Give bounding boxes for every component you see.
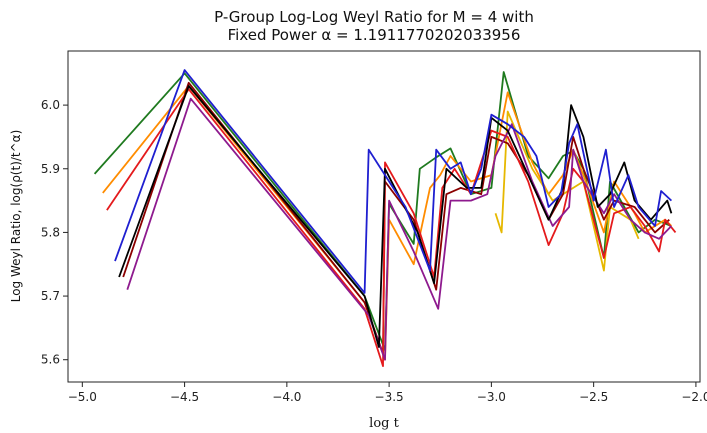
chart-title-line2: Fixed Power α = 1.1911770202033956 (228, 26, 521, 44)
y-tick-label: 5.8 (41, 225, 60, 239)
x-tick-label: −5.0 (68, 390, 97, 404)
series-line-6 (126, 97, 673, 361)
series-line-8 (114, 69, 673, 294)
series-line-2 (102, 85, 673, 361)
y-tick-label: 6.0 (41, 98, 60, 112)
series-line-5 (106, 88, 677, 368)
y-tick-label: 5.6 (41, 353, 60, 367)
x-tick-label: −3.0 (477, 390, 506, 404)
y-axis-ticks: 5.6 5.7 5.8 5.9 6.0 (41, 98, 68, 367)
x-tick-label: −2.5 (579, 390, 608, 404)
series-layer (93, 69, 677, 368)
y-tick-label: 5.9 (41, 162, 60, 176)
plot-frame (67, 50, 701, 383)
x-tick-label: −4.0 (272, 390, 301, 404)
x-axis-label: log t (369, 416, 399, 431)
series-line-4 (122, 81, 670, 355)
chart-title-line1: P-Group Log-Log Weyl Ratio for M = 4 wit… (214, 8, 534, 26)
series-line-7 (118, 85, 673, 348)
y-axis-label: Log Weyl Ratio, log(ρ(t)/t^α) (9, 130, 23, 303)
x-axis-ticks: −5.0 −4.5 −4.0 −3.5 −3.0 −2.5 −2.0 (68, 382, 707, 404)
x-tick-label: −4.5 (170, 390, 199, 404)
y-tick-label: 5.7 (41, 289, 60, 303)
series-line-3 (494, 110, 640, 272)
x-tick-label: −2.0 (681, 390, 707, 404)
x-tick-label: −3.5 (375, 390, 404, 404)
